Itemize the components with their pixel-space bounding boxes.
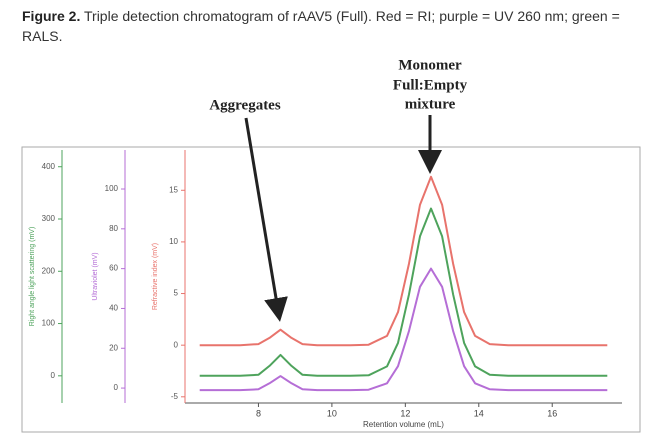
y-tick-label: 0: [174, 340, 179, 349]
annotation: Aggregates: [209, 97, 281, 113]
x-tick-label: 12: [400, 408, 410, 418]
y-tick-label: 0: [114, 383, 119, 392]
y-axis-label: Ultraviolet (mV): [92, 252, 99, 300]
series-line: [199, 207, 608, 377]
annotation: Full:Empty: [393, 77, 468, 93]
y-tick-label: 400: [42, 162, 56, 171]
y-tick-label: 60: [109, 264, 118, 273]
frame: [21, 146, 641, 433]
y-tick-label: 300: [42, 214, 56, 223]
annotation: mixture: [405, 96, 456, 112]
series-line: [199, 175, 608, 347]
caption: Figure 2. Triple detection chromatogram …: [22, 6, 622, 46]
arrow: [244, 117, 288, 322]
y-axis-label: Refractive index (mV): [152, 243, 159, 310]
y-tick-label: 20: [109, 343, 118, 352]
x-tick-label: 16: [547, 408, 557, 418]
y-axis-label: Right angle light scattering (mV): [29, 227, 36, 327]
x-axis-label: Retention volume (mL): [363, 420, 444, 429]
y-tick-label: 15: [169, 185, 178, 194]
y-tick-label: 5: [174, 289, 179, 298]
x-tick-label: 14: [474, 408, 484, 418]
series-line: [199, 267, 608, 392]
caption-label: Figure 2.: [22, 8, 81, 24]
y-tick-label: 100: [105, 184, 119, 193]
y-tick-label: 200: [42, 266, 56, 275]
y-tick-label: 0: [51, 371, 56, 380]
x-tick-label: 10: [327, 408, 337, 418]
y-tick-label: 80: [109, 224, 118, 233]
x-tick-label: 8: [256, 408, 261, 418]
annotation: Monomer: [398, 57, 462, 73]
y-tick-label: 40: [109, 304, 118, 313]
caption-text: Triple detection chromatogram of rAAV5 (…: [22, 8, 620, 44]
y-tick-label: -5: [171, 392, 179, 401]
y-tick-label: 100: [42, 319, 56, 328]
y-tick-label: 10: [169, 237, 178, 246]
